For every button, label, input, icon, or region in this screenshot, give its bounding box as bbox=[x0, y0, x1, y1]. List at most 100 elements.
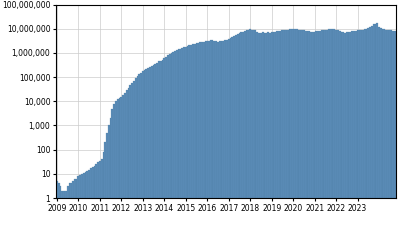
Bar bbox=[144, 70, 146, 225]
Bar bbox=[136, 76, 138, 225]
Bar bbox=[276, 31, 278, 225]
Bar bbox=[206, 41, 208, 225]
Bar bbox=[344, 33, 346, 225]
Bar bbox=[119, 99, 120, 225]
Bar bbox=[126, 90, 128, 225]
Bar bbox=[384, 29, 385, 225]
Bar bbox=[339, 31, 340, 225]
Bar bbox=[369, 27, 371, 225]
Bar bbox=[237, 34, 238, 225]
Bar bbox=[267, 32, 269, 225]
Bar bbox=[204, 41, 206, 225]
Bar bbox=[94, 166, 95, 225]
Bar bbox=[382, 29, 384, 225]
Bar bbox=[160, 61, 162, 225]
Bar bbox=[230, 38, 231, 225]
Bar bbox=[389, 30, 391, 225]
Bar bbox=[360, 30, 362, 225]
Bar bbox=[296, 29, 298, 225]
Bar bbox=[373, 25, 374, 225]
Bar bbox=[256, 32, 258, 225]
Bar bbox=[249, 29, 251, 225]
Bar bbox=[74, 179, 76, 225]
Bar bbox=[305, 31, 306, 225]
Bar bbox=[355, 31, 357, 225]
Bar bbox=[101, 159, 102, 225]
Bar bbox=[158, 61, 160, 225]
Bar bbox=[199, 43, 201, 225]
Bar bbox=[172, 52, 174, 225]
Bar bbox=[102, 152, 104, 225]
Bar bbox=[366, 29, 367, 225]
Bar bbox=[272, 32, 274, 225]
Bar bbox=[117, 99, 119, 225]
Bar bbox=[255, 30, 256, 225]
Bar bbox=[92, 166, 94, 225]
Bar bbox=[110, 118, 112, 225]
Bar bbox=[271, 32, 272, 225]
Bar bbox=[135, 78, 136, 225]
Bar bbox=[170, 53, 172, 225]
Bar bbox=[180, 49, 181, 225]
Bar bbox=[246, 30, 248, 225]
Bar bbox=[357, 30, 358, 225]
Bar bbox=[258, 33, 260, 225]
Bar bbox=[351, 31, 353, 225]
Bar bbox=[128, 88, 129, 225]
Bar bbox=[95, 164, 97, 225]
Bar bbox=[196, 43, 197, 225]
Bar bbox=[290, 29, 292, 225]
Bar bbox=[298, 29, 299, 225]
Bar bbox=[142, 72, 144, 225]
Bar bbox=[350, 32, 351, 225]
Bar bbox=[201, 42, 203, 225]
Bar bbox=[287, 29, 289, 225]
Bar bbox=[140, 73, 142, 225]
Bar bbox=[203, 42, 204, 225]
Bar bbox=[104, 142, 106, 225]
Bar bbox=[274, 32, 276, 225]
Bar bbox=[146, 69, 147, 225]
Bar bbox=[376, 23, 378, 225]
Bar bbox=[264, 33, 265, 225]
Bar bbox=[167, 55, 169, 225]
Bar bbox=[192, 44, 194, 225]
Bar bbox=[323, 30, 324, 225]
Bar bbox=[299, 30, 301, 225]
Bar bbox=[76, 179, 78, 225]
Bar bbox=[65, 191, 67, 225]
Bar bbox=[378, 27, 380, 225]
Bar bbox=[83, 173, 85, 225]
Bar bbox=[283, 30, 285, 225]
Bar bbox=[371, 26, 373, 225]
Bar bbox=[251, 29, 253, 225]
Bar bbox=[303, 30, 305, 225]
Bar bbox=[248, 30, 249, 225]
Bar bbox=[60, 187, 61, 225]
Bar bbox=[319, 31, 321, 225]
Bar bbox=[210, 40, 212, 225]
Bar bbox=[240, 32, 242, 225]
Bar bbox=[337, 30, 339, 225]
Bar bbox=[312, 32, 314, 225]
Bar bbox=[129, 86, 131, 225]
Bar bbox=[348, 32, 350, 225]
Bar bbox=[197, 43, 199, 225]
Bar bbox=[332, 29, 333, 225]
Bar bbox=[285, 30, 287, 225]
Bar bbox=[133, 81, 135, 225]
Bar bbox=[61, 191, 63, 225]
Bar bbox=[124, 93, 126, 225]
Bar bbox=[115, 101, 117, 225]
Bar bbox=[147, 68, 149, 225]
Bar bbox=[194, 44, 196, 225]
Bar bbox=[394, 31, 396, 225]
Bar bbox=[301, 30, 303, 225]
Bar bbox=[97, 162, 99, 225]
Bar bbox=[79, 175, 81, 225]
Bar bbox=[151, 66, 153, 225]
Bar bbox=[138, 74, 140, 225]
Bar bbox=[380, 28, 382, 225]
Bar bbox=[154, 64, 156, 225]
Bar bbox=[231, 37, 233, 225]
